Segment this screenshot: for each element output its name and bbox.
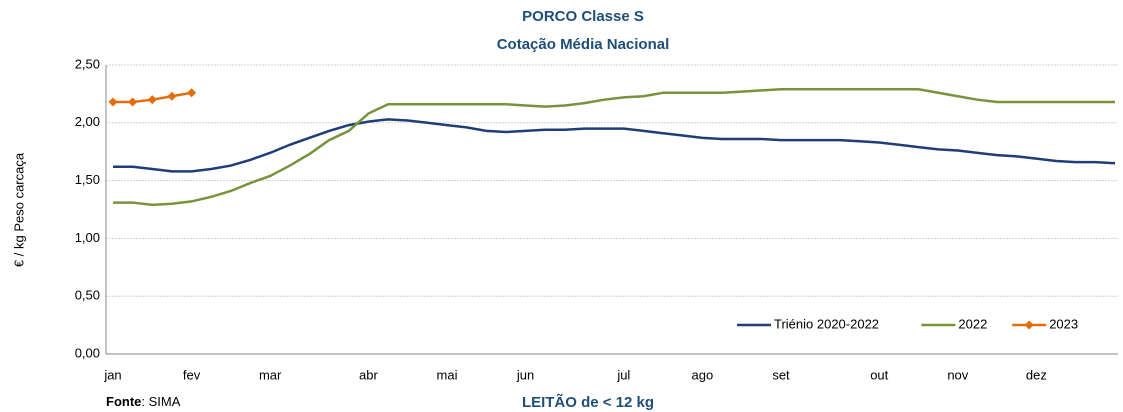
source-text: : SIMA bbox=[141, 394, 180, 409]
marker bbox=[128, 97, 138, 107]
x-tick-label: out bbox=[870, 367, 888, 382]
marker bbox=[167, 91, 177, 101]
legend-marker bbox=[1024, 320, 1034, 330]
y-tick-label: 2,00 bbox=[75, 114, 100, 129]
x-tick-label: mai bbox=[437, 367, 458, 382]
y-axis-label: € / kg Peso carcaça bbox=[11, 152, 26, 267]
marker bbox=[187, 88, 197, 98]
series-line bbox=[113, 88, 1115, 207]
chart-subtitle: Cotação Média Nacional bbox=[497, 36, 670, 53]
legend-label: Triénio 2020-2022 bbox=[774, 316, 879, 331]
x-tick-label: abr bbox=[359, 367, 378, 382]
x-tick-label: nov bbox=[947, 367, 968, 382]
x-tick-label: ago bbox=[692, 367, 714, 382]
source: Fonte: SIMA bbox=[106, 394, 181, 409]
x-tick-label: dez bbox=[1026, 367, 1047, 382]
x-tick-label: jun bbox=[516, 367, 534, 382]
y-tick-label: 1,50 bbox=[75, 172, 100, 187]
x-tick-label: mar bbox=[259, 367, 282, 382]
legend-label: 2022 bbox=[958, 316, 987, 331]
marker bbox=[147, 95, 157, 105]
x-tick-label: fev bbox=[183, 367, 201, 382]
marker bbox=[108, 97, 118, 107]
y-tick-label: 2,50 bbox=[75, 56, 100, 71]
series-line bbox=[113, 118, 1116, 173]
x-tick-label: jan bbox=[103, 367, 121, 382]
x-tick-label: jul bbox=[616, 367, 630, 382]
chart-title: PORCO Classe S bbox=[522, 8, 644, 25]
x-tick-label: set bbox=[772, 367, 790, 382]
y-tick-label: 0,00 bbox=[75, 345, 100, 360]
legend-label: 2023 bbox=[1049, 316, 1078, 331]
y-tick-label: 1,00 bbox=[75, 230, 100, 245]
source-label: Fonte bbox=[106, 394, 141, 409]
x-axis-label: LEITÃO de < 12 kg bbox=[522, 393, 654, 411]
y-tick-label: 0,50 bbox=[75, 288, 100, 303]
